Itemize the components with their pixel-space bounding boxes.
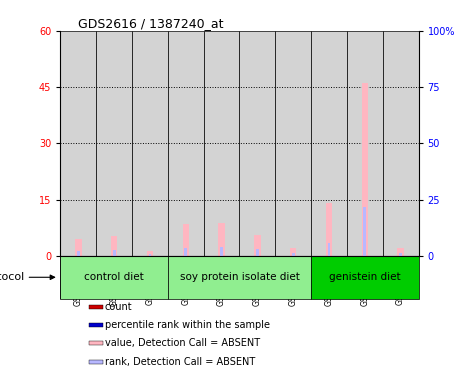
Bar bbox=[148, 254, 152, 256]
Text: genistein diet: genistein diet bbox=[329, 272, 401, 282]
Bar bbox=[399, 253, 402, 256]
Bar bbox=[168, 256, 311, 298]
Bar bbox=[363, 207, 366, 256]
Bar bbox=[204, 31, 239, 256]
Bar bbox=[254, 235, 260, 256]
Bar bbox=[89, 305, 103, 309]
Bar bbox=[239, 31, 275, 256]
Bar bbox=[60, 31, 96, 256]
Bar bbox=[89, 360, 103, 364]
Bar bbox=[147, 251, 153, 256]
Bar bbox=[183, 224, 189, 256]
Text: GDS2616 / 1387240_at: GDS2616 / 1387240_at bbox=[78, 17, 224, 30]
Bar bbox=[362, 83, 368, 256]
Bar bbox=[256, 249, 259, 256]
Bar bbox=[60, 256, 168, 298]
Text: percentile rank within the sample: percentile rank within the sample bbox=[105, 320, 270, 330]
Bar bbox=[327, 243, 331, 256]
Text: control diet: control diet bbox=[84, 272, 144, 282]
Text: soy protein isolate diet: soy protein isolate diet bbox=[179, 272, 299, 282]
Bar bbox=[398, 248, 404, 256]
Bar bbox=[111, 237, 117, 256]
Bar bbox=[77, 252, 80, 256]
Text: rank, Detection Call = ABSENT: rank, Detection Call = ABSENT bbox=[105, 357, 255, 367]
Bar bbox=[219, 223, 225, 256]
Bar bbox=[132, 31, 168, 256]
Bar bbox=[96, 31, 132, 256]
Text: count: count bbox=[105, 302, 133, 312]
Bar bbox=[220, 247, 223, 256]
Bar bbox=[326, 204, 332, 256]
Bar bbox=[311, 31, 347, 256]
Bar bbox=[168, 31, 204, 256]
Bar bbox=[292, 253, 295, 256]
Bar bbox=[275, 31, 311, 256]
Bar bbox=[383, 31, 418, 256]
Text: value, Detection Call = ABSENT: value, Detection Call = ABSENT bbox=[105, 338, 260, 348]
Bar bbox=[311, 256, 418, 298]
Bar bbox=[184, 248, 187, 256]
Bar bbox=[75, 239, 81, 256]
Bar bbox=[89, 323, 103, 327]
Bar bbox=[290, 248, 296, 256]
Bar bbox=[347, 31, 383, 256]
Text: protocol: protocol bbox=[0, 272, 25, 282]
Bar bbox=[89, 341, 103, 345]
Bar bbox=[113, 250, 116, 256]
